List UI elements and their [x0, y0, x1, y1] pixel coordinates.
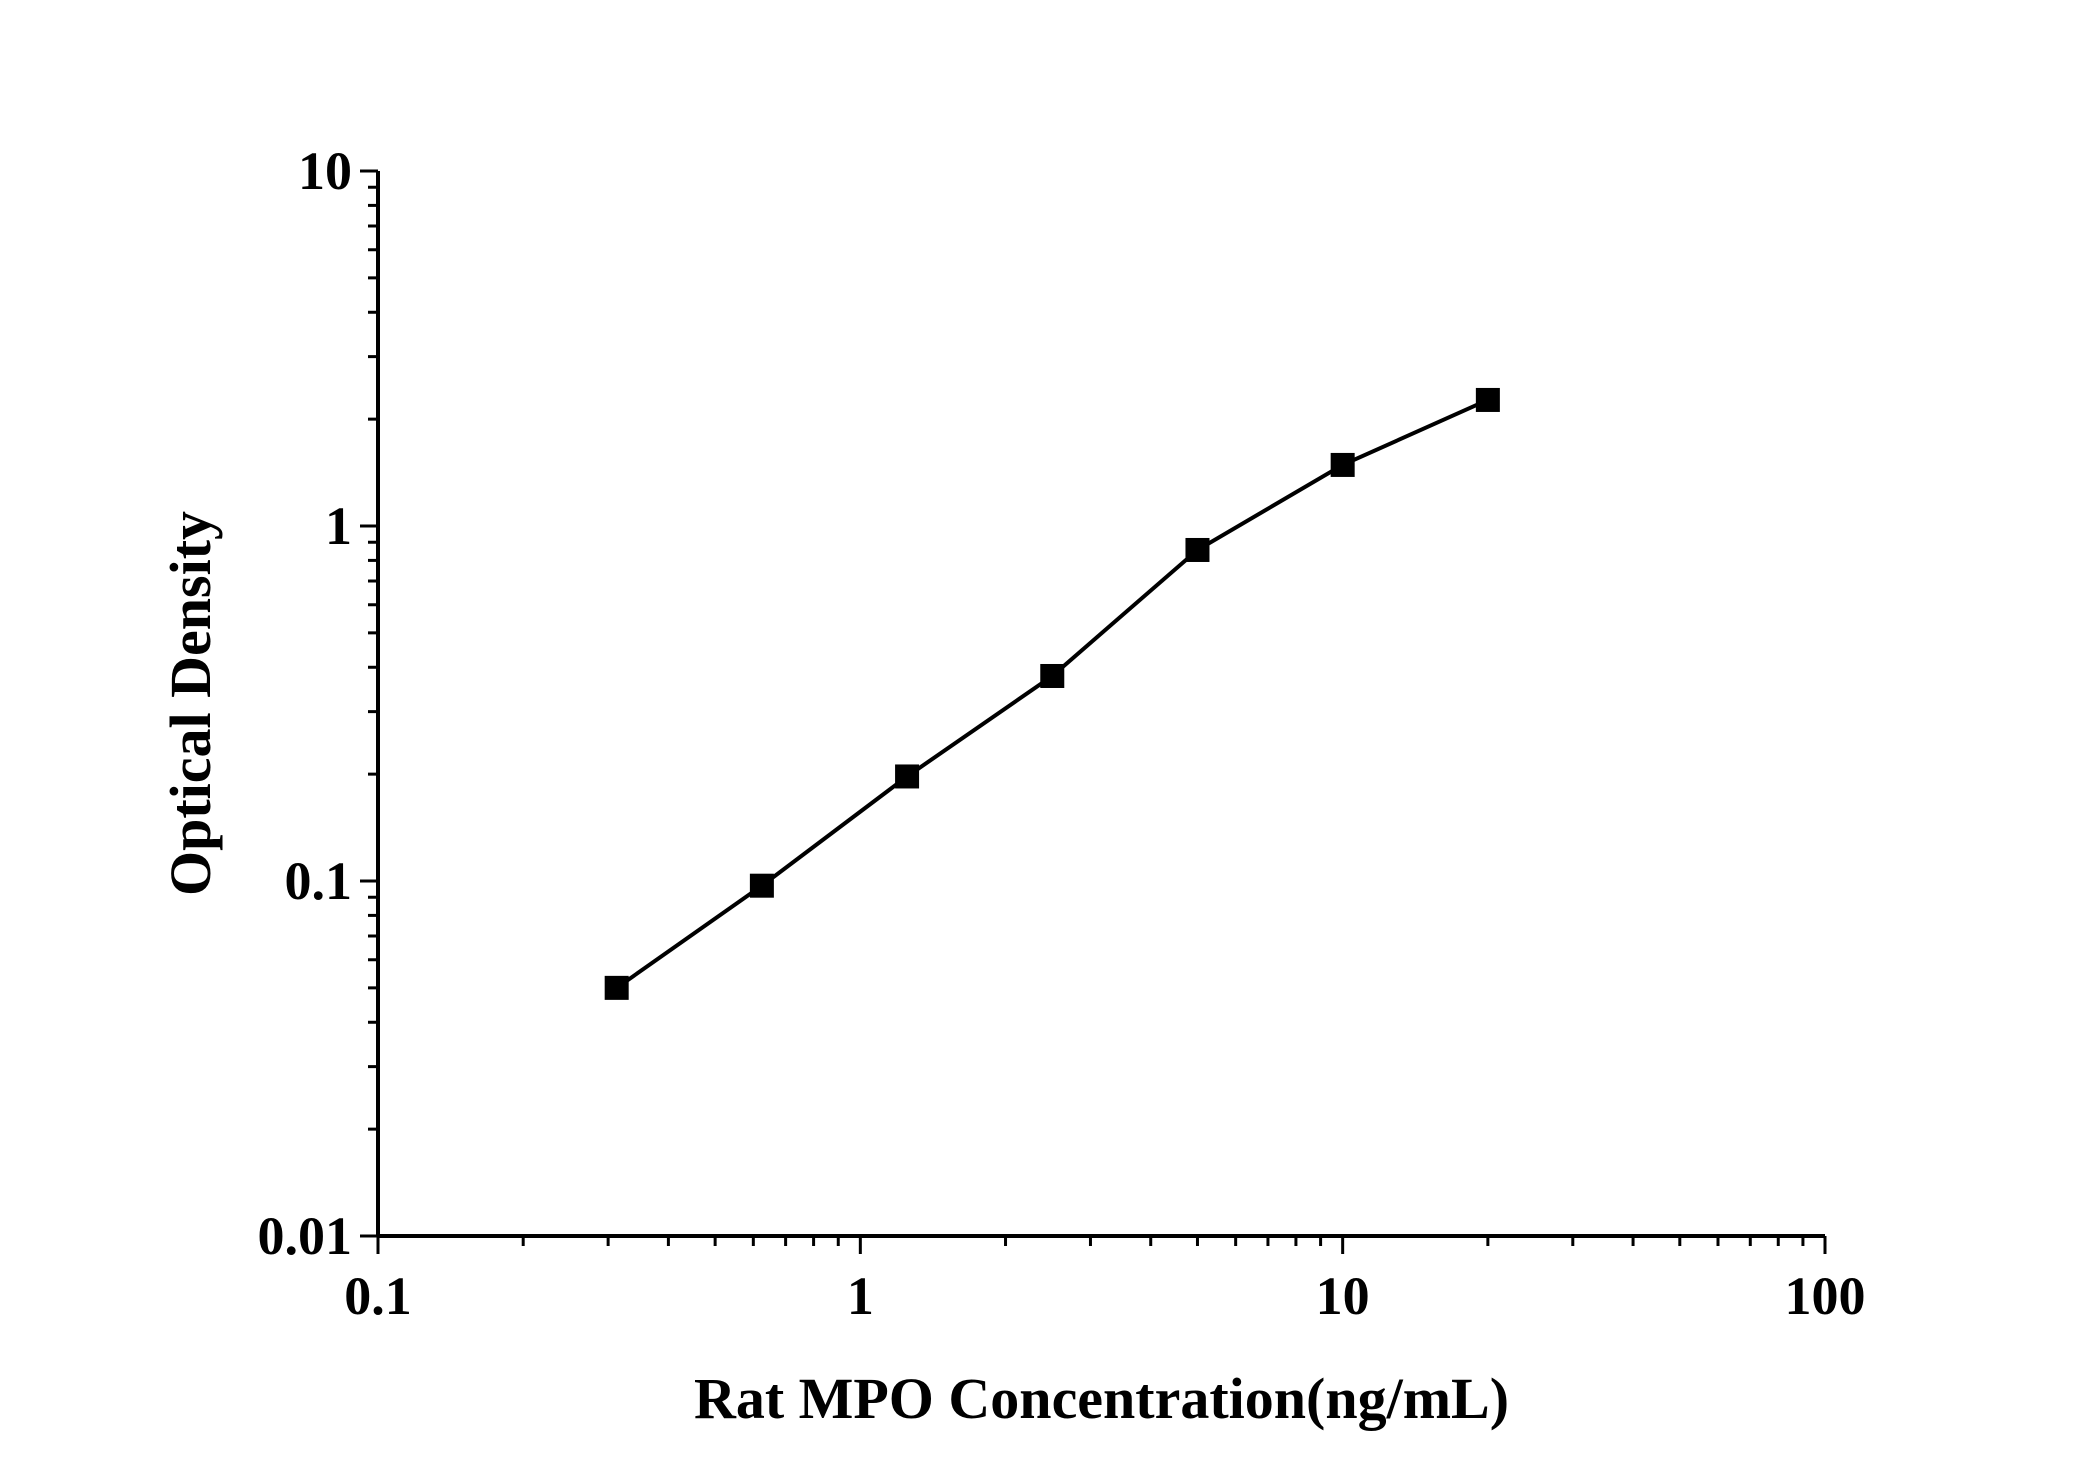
y-tick-label: 1 — [325, 496, 352, 556]
y-tick-label: 0.01 — [258, 1206, 353, 1266]
series-line — [615, 398, 1489, 990]
data-point-marker — [604, 975, 629, 1000]
data-point-marker — [1330, 452, 1355, 477]
y-axis-title: Optical Density — [158, 511, 223, 896]
data-point-marker — [749, 873, 774, 898]
x-tick-label: 0.1 — [344, 1266, 412, 1326]
data-point-marker — [895, 764, 920, 789]
ticks — [360, 169, 1827, 1254]
x-tick-label: 1 — [847, 1266, 874, 1326]
data-point-marker — [1475, 387, 1500, 412]
markers — [604, 387, 1500, 1000]
x-tick-label: 100 — [1785, 1266, 1866, 1326]
x-axis-title: Rat MPO Concentration(ng/mL) — [694, 1366, 1509, 1431]
axes — [376, 171, 1825, 1238]
data-point-marker — [1040, 663, 1065, 688]
y-tick-label: 0.1 — [285, 851, 353, 911]
series-curve — [615, 398, 1489, 990]
y-tick-label: 10 — [298, 141, 352, 201]
x-tick-label: 10 — [1316, 1266, 1370, 1326]
data-point-marker — [1185, 537, 1210, 562]
